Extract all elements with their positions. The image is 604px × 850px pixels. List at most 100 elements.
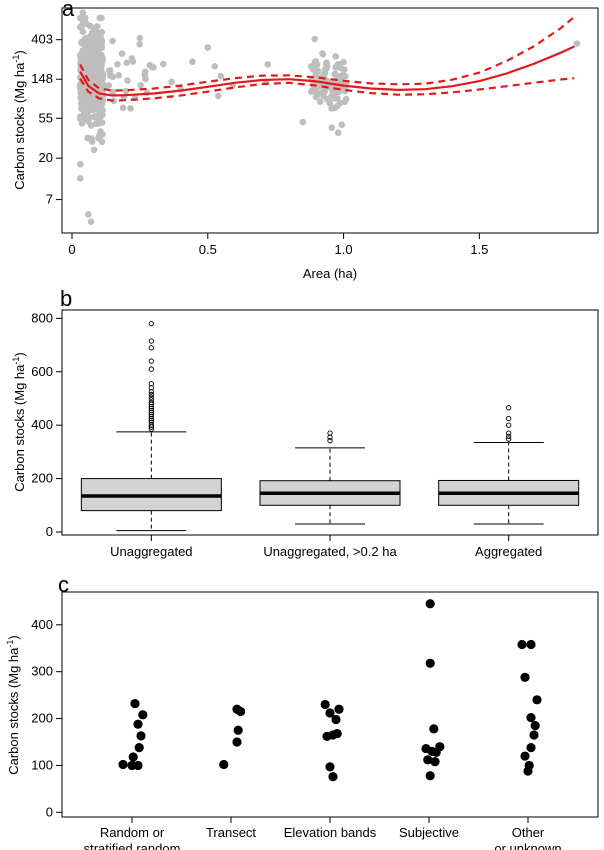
scatter-point — [95, 101, 102, 108]
scatter-point — [331, 714, 341, 725]
scatter-point — [105, 82, 113, 89]
scatter-point — [99, 111, 106, 119]
panel-a-frame — [61, 7, 599, 234]
panel-b-chart: Unaggregated Unaggregated, >0.2 ha Aggrega… — [11, 309, 599, 559]
scatter-point — [532, 695, 542, 705]
outlier-point — [148, 345, 154, 351]
scatter-point — [87, 53, 94, 61]
scatter-point — [84, 211, 92, 218]
scatter-point — [340, 66, 348, 73]
x-tick-label: Subjective — [399, 825, 459, 840]
scatter-point — [338, 121, 346, 129]
scatter-point — [119, 104, 127, 112]
scatter-point — [82, 45, 90, 52]
outlier-point — [148, 321, 154, 327]
fit-lower-ci — [79, 77, 575, 102]
x-tick-label: or unknown — [494, 841, 561, 850]
x-tick-label: Transect — [206, 825, 256, 840]
scatter-point — [124, 77, 131, 84]
y-tick-label: 600 — [31, 364, 53, 379]
panel-label-a: a — [62, 0, 75, 21]
scatter-point — [133, 719, 143, 729]
y-tick-label: 400 — [31, 417, 53, 432]
scatter-point — [160, 60, 167, 68]
panel-c-ylabel: Carbon stocks (Mg ha-1) — [5, 635, 21, 775]
outlier-point — [148, 417, 154, 424]
scatter-point — [204, 44, 212, 51]
outlier-point — [506, 415, 512, 422]
scatter-point — [431, 747, 441, 757]
scatter-point — [520, 672, 530, 682]
scatter-point — [136, 731, 146, 741]
outlier-point — [148, 381, 154, 387]
scatter-point — [325, 96, 332, 104]
scatter-point — [79, 9, 87, 16]
scatter-point — [189, 58, 196, 66]
scatter-point — [311, 35, 319, 43]
y-tick-label: 300 — [31, 664, 53, 679]
scatter-point — [334, 704, 344, 714]
scatter-point — [341, 73, 349, 80]
scatter-point — [430, 757, 440, 767]
panel-b-axes: Unaggregated Unaggregated, >0.2 ha Aggrega… — [31, 310, 542, 559]
scatter-point — [316, 98, 324, 105]
scatter-point — [529, 730, 539, 740]
scatter-point — [96, 58, 103, 65]
scatter-point — [332, 53, 339, 60]
panel-a-ylabel: Carbon stocks (Mg ha-1) — [11, 50, 27, 190]
scatter-point — [105, 67, 113, 75]
x-tick-label: Aggregated — [475, 544, 542, 559]
scatter-point — [123, 59, 131, 67]
outlier-point — [327, 430, 333, 436]
scatter-point — [136, 40, 143, 48]
scatter-point — [83, 93, 91, 100]
scatter-point — [90, 25, 98, 32]
scatter-point — [84, 134, 91, 142]
fit-upper-ci — [79, 15, 576, 92]
scatter-point — [97, 128, 104, 135]
scatter-point — [90, 146, 98, 154]
scatter-point — [336, 99, 344, 107]
y-tick-label: 400 — [31, 617, 53, 632]
scatter-point — [520, 751, 530, 761]
scatter-point — [325, 708, 335, 718]
x-tick-label: 0.5 — [199, 242, 217, 257]
scatter-point — [122, 87, 130, 95]
panel-label-b: b — [60, 286, 72, 311]
scatter-point — [328, 124, 336, 131]
scatter-point — [136, 34, 144, 42]
scatter-point — [168, 78, 175, 86]
scatter-point — [264, 61, 271, 68]
scatter-point — [79, 28, 87, 36]
x-tick-label: Random or — [100, 825, 165, 840]
scatter-point — [137, 81, 145, 89]
scatter-point — [76, 14, 84, 22]
scatter-point — [77, 160, 84, 168]
scatter-point — [312, 93, 320, 101]
scatter-point — [334, 129, 342, 137]
scatter-point — [331, 92, 338, 100]
scatter-point — [129, 58, 137, 65]
y-tick-label: 403 — [31, 32, 53, 47]
scatter-point — [76, 175, 84, 182]
outlier-point — [148, 399, 154, 406]
scatter-point — [321, 69, 329, 77]
panel-b-ylabel: Carbon stocks (Mg ha-1) — [11, 352, 27, 492]
scatter-point — [81, 18, 88, 26]
scatter-point — [90, 113, 98, 121]
panel-a-xlabel: Area (ha) — [303, 266, 357, 281]
scatter-point — [573, 40, 581, 47]
scatter-point — [328, 730, 338, 740]
outlier-point — [148, 338, 154, 344]
scatter-point — [118, 50, 126, 57]
scatter-point — [109, 37, 116, 45]
outlier-point — [506, 433, 512, 440]
scatter-point — [89, 74, 97, 82]
scatter-point — [319, 50, 327, 58]
scatter-point — [95, 106, 102, 113]
outlier-point — [148, 394, 154, 400]
outlier-point — [506, 405, 512, 411]
scatter-point — [130, 698, 140, 709]
